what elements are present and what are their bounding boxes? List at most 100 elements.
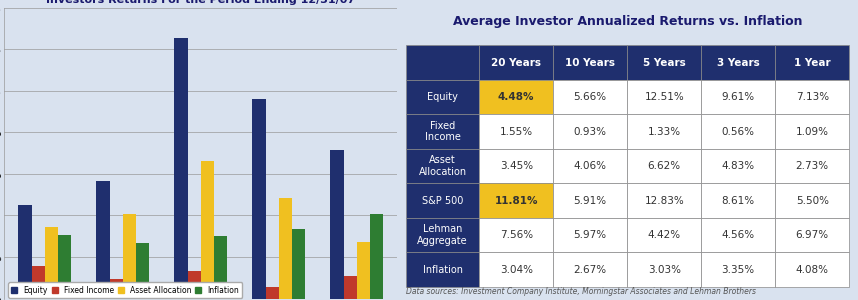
FancyBboxPatch shape	[775, 80, 849, 114]
Text: 11.81%: 11.81%	[494, 196, 538, 206]
Bar	[279, 198, 292, 298]
Text: 6.97%: 6.97%	[795, 230, 829, 240]
Text: Asset
Allocation: Asset Allocation	[419, 155, 467, 177]
Text: 7.13%: 7.13%	[795, 92, 829, 102]
Text: 5.66%: 5.66%	[574, 92, 607, 102]
Text: Fixed
Income: Fixed Income	[425, 121, 461, 142]
FancyBboxPatch shape	[701, 45, 775, 80]
FancyBboxPatch shape	[480, 183, 553, 218]
FancyBboxPatch shape	[480, 149, 553, 183]
FancyBboxPatch shape	[406, 218, 480, 252]
Text: Data sources: Investment Company Institute, Morningstar Associates and Lehman Br: Data sources: Investment Company Institu…	[406, 286, 756, 296]
FancyBboxPatch shape	[406, 45, 480, 80]
FancyBboxPatch shape	[701, 80, 775, 114]
Text: 5.91%: 5.91%	[574, 196, 607, 206]
FancyBboxPatch shape	[553, 252, 627, 287]
FancyBboxPatch shape	[480, 218, 553, 252]
Bar	[174, 38, 188, 298]
Text: 3.45%: 3.45%	[499, 161, 533, 171]
Bar	[330, 150, 343, 298]
Text: 3.04%: 3.04%	[499, 265, 533, 275]
FancyBboxPatch shape	[480, 114, 553, 149]
FancyBboxPatch shape	[406, 114, 480, 149]
FancyBboxPatch shape	[406, 183, 480, 218]
Text: 4.83%: 4.83%	[722, 161, 755, 171]
Text: 2.67%: 2.67%	[574, 265, 607, 275]
FancyBboxPatch shape	[553, 114, 627, 149]
FancyBboxPatch shape	[701, 149, 775, 183]
FancyBboxPatch shape	[627, 183, 701, 218]
Bar	[343, 276, 357, 298]
FancyBboxPatch shape	[553, 149, 627, 183]
Text: 3.35%: 3.35%	[722, 265, 755, 275]
Text: Equity: Equity	[427, 92, 458, 102]
Text: 3 Years: 3 Years	[716, 58, 759, 68]
Bar	[252, 99, 266, 298]
FancyBboxPatch shape	[553, 218, 627, 252]
Text: 4.06%: 4.06%	[574, 161, 607, 171]
FancyBboxPatch shape	[701, 252, 775, 287]
FancyBboxPatch shape	[406, 149, 480, 183]
FancyBboxPatch shape	[701, 218, 775, 252]
Text: 1.55%: 1.55%	[499, 127, 533, 136]
Text: 2.73%: 2.73%	[795, 161, 829, 171]
Bar	[357, 242, 370, 298]
Text: 0.93%: 0.93%	[574, 127, 607, 136]
Text: S&P 500: S&P 500	[422, 196, 463, 206]
Bar	[370, 214, 384, 298]
Bar	[123, 214, 136, 298]
Text: 4.42%: 4.42%	[648, 230, 680, 240]
Bar	[292, 229, 305, 298]
Text: 0.56%: 0.56%	[722, 127, 755, 136]
FancyBboxPatch shape	[701, 183, 775, 218]
Bar	[45, 227, 58, 298]
Text: Average Investor Annualized Returns vs. Inflation: Average Investor Annualized Returns vs. …	[453, 15, 802, 28]
Text: 4.08%: 4.08%	[795, 265, 829, 275]
Bar	[266, 287, 279, 298]
FancyBboxPatch shape	[627, 252, 701, 287]
FancyBboxPatch shape	[775, 218, 849, 252]
Text: 1 Year: 1 Year	[794, 58, 831, 68]
Bar	[96, 181, 110, 298]
FancyBboxPatch shape	[480, 80, 553, 114]
FancyBboxPatch shape	[480, 45, 553, 80]
Text: Lehman
Aggregate: Lehman Aggregate	[417, 224, 468, 246]
Title: Investors Returns For the Period Ending 12/31/07: Investors Returns For the Period Ending …	[46, 0, 355, 5]
FancyBboxPatch shape	[480, 252, 553, 287]
Text: 1.09%: 1.09%	[795, 127, 829, 136]
Bar	[188, 271, 201, 298]
Text: 7.56%: 7.56%	[499, 230, 533, 240]
FancyBboxPatch shape	[553, 183, 627, 218]
Bar	[32, 266, 45, 298]
Text: 3.03%: 3.03%	[648, 265, 680, 275]
FancyBboxPatch shape	[701, 114, 775, 149]
FancyBboxPatch shape	[627, 114, 701, 149]
Bar	[201, 161, 214, 298]
FancyBboxPatch shape	[553, 80, 627, 114]
Text: 1.33%: 1.33%	[648, 127, 680, 136]
FancyBboxPatch shape	[775, 183, 849, 218]
Bar	[58, 235, 71, 298]
FancyBboxPatch shape	[627, 218, 701, 252]
Text: 12.83%: 12.83%	[644, 196, 684, 206]
Text: 6.62%: 6.62%	[648, 161, 680, 171]
FancyBboxPatch shape	[627, 149, 701, 183]
Text: 4.56%: 4.56%	[722, 230, 755, 240]
Text: 5.97%: 5.97%	[574, 230, 607, 240]
FancyBboxPatch shape	[406, 80, 480, 114]
FancyBboxPatch shape	[775, 45, 849, 80]
FancyBboxPatch shape	[553, 45, 627, 80]
Text: 10 Years: 10 Years	[565, 58, 615, 68]
Text: 4.48%: 4.48%	[498, 92, 535, 102]
Bar	[110, 279, 123, 298]
FancyBboxPatch shape	[775, 252, 849, 287]
Bar	[18, 206, 32, 298]
FancyBboxPatch shape	[627, 80, 701, 114]
FancyBboxPatch shape	[627, 45, 701, 80]
FancyBboxPatch shape	[775, 149, 849, 183]
Text: 8.61%: 8.61%	[722, 196, 755, 206]
Text: 5 Years: 5 Years	[643, 58, 686, 68]
Bar	[136, 243, 149, 298]
Text: 20 Years: 20 Years	[492, 58, 541, 68]
Text: 12.51%: 12.51%	[644, 92, 684, 102]
